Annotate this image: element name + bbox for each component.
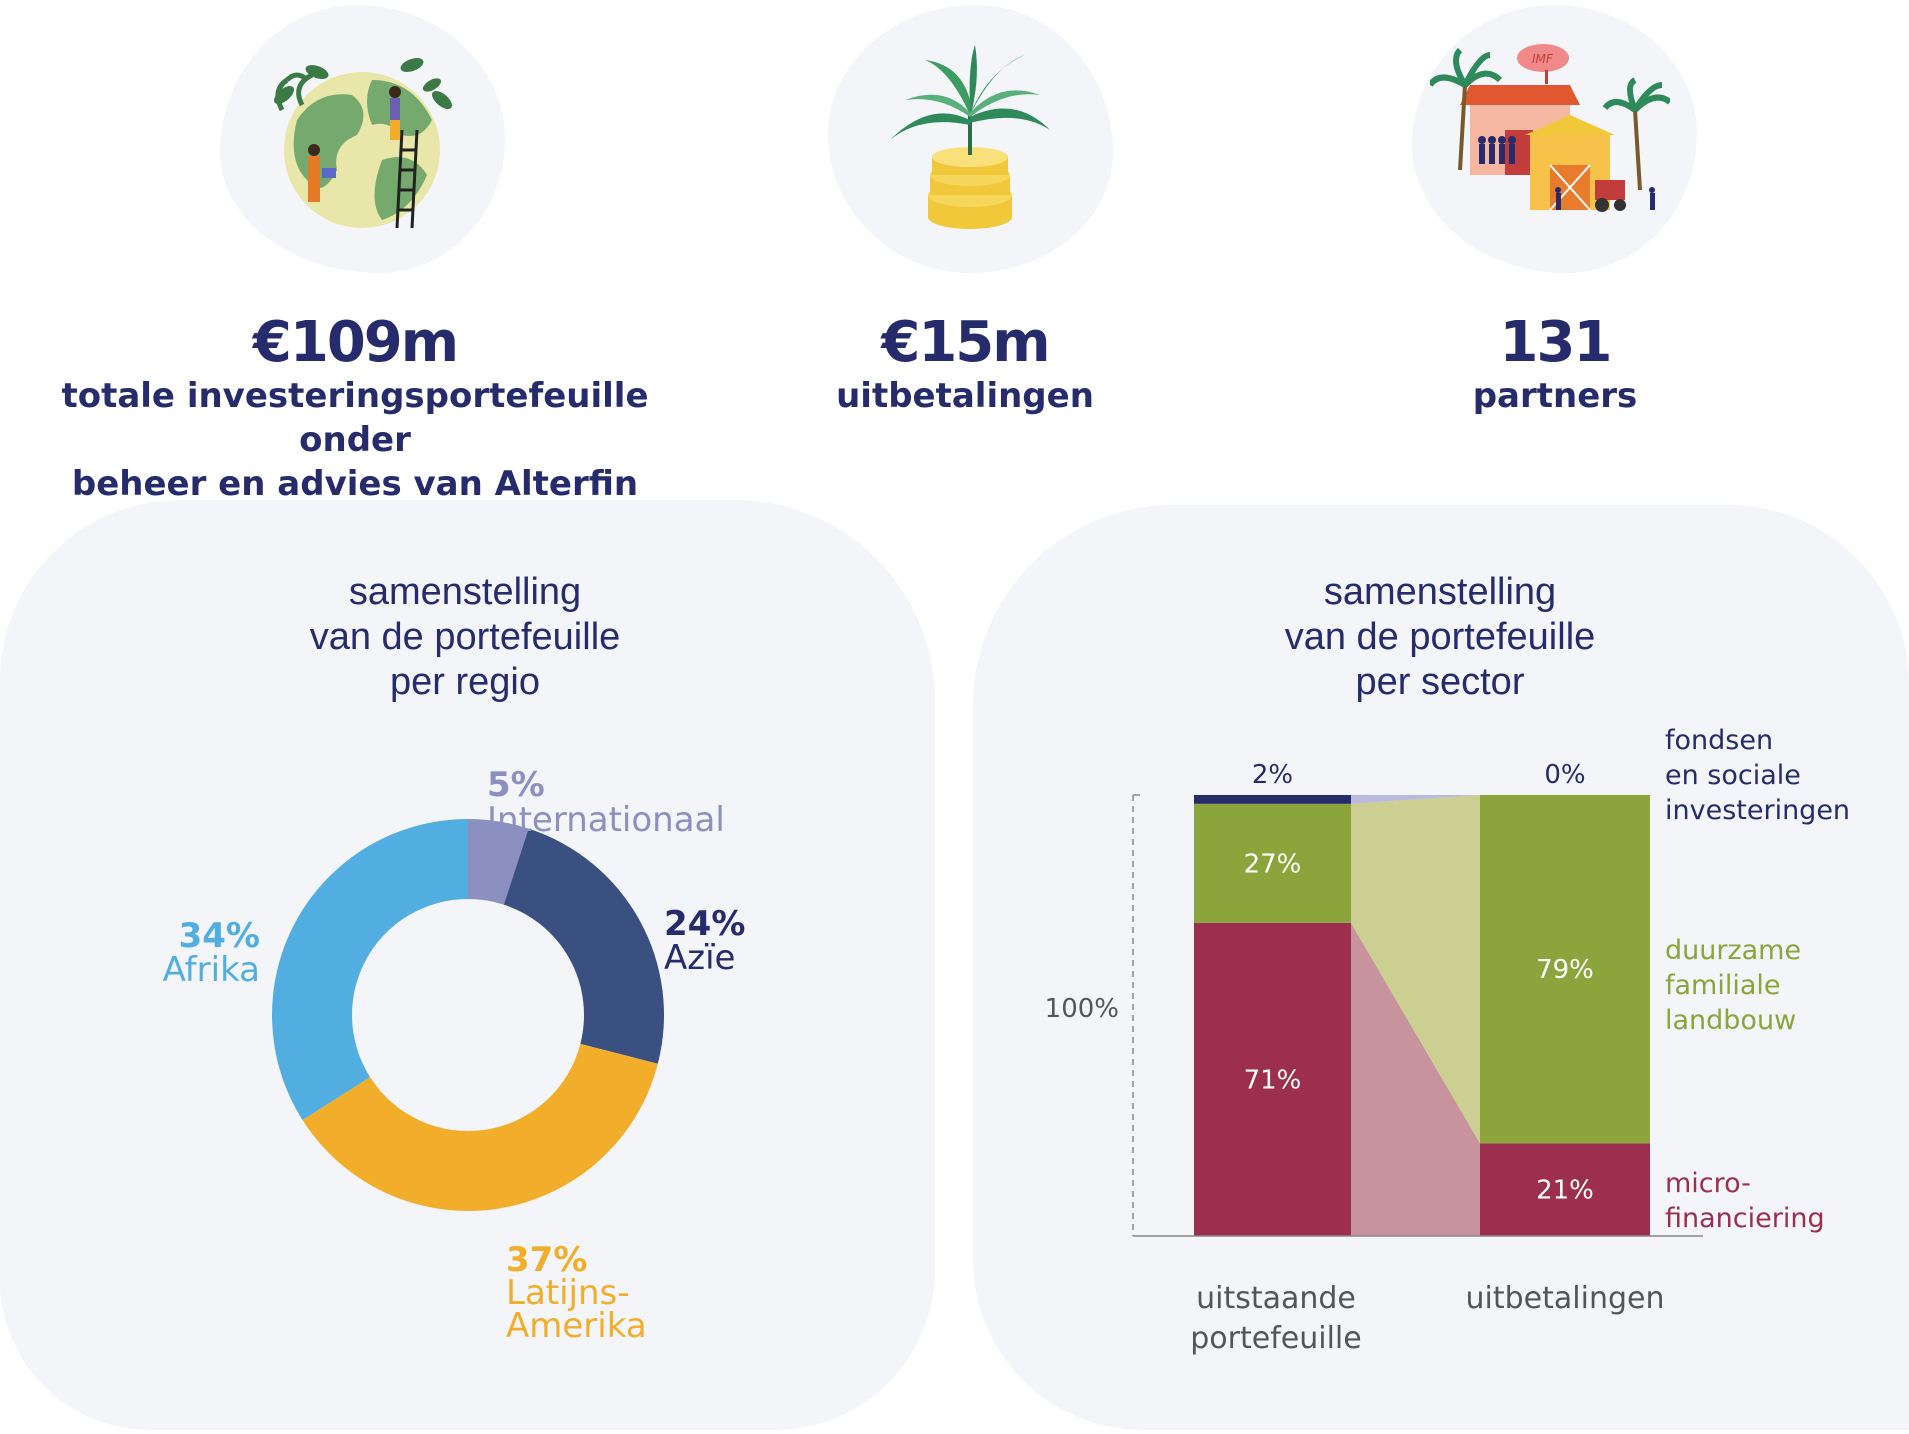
category-label-uitstaande-2: portefeuille [1190,1321,1361,1356]
stat-portfolio-label-line-2: beheer en advies van Alterfin [71,464,639,504]
legend-fondsen-line-3: investeringen [1665,795,1850,826]
donut-slice-azie [503,828,664,1064]
donut-slice-internationaal [468,819,529,905]
bar-data-label-fondsen-uitbetalingen: 0% [1544,760,1585,790]
slice-label-afrika-pct: 34% [179,916,260,956]
donut-slice-latijns-amerika [302,1043,658,1211]
stat-disbursements-value: €15m [881,310,1050,375]
donut-slice-afrika [271,819,468,1121]
stat-partners: 131 partners [1370,312,1740,418]
sector-chart-title-line-2: van de portefeuille [1284,616,1596,658]
slice-label-azie-pct: 24% [664,904,745,944]
stat-partners-label: partners [1472,376,1638,416]
bar-data-label-landbouw-uitstaande: 27% [1244,849,1302,879]
partner-buildings-icon: IMF [1430,44,1670,212]
slice-label-latijns-amerika-pct: 37% [506,1240,587,1280]
stat-portfolio-label-line-1: totale investeringsportefeuille onder [61,376,649,460]
sector-chart-title-line-3: per sector [1355,661,1525,703]
stat-disbursements-label: uitbetalingen [836,376,1094,416]
sector-chart-title-line-1: samenstelling [1323,571,1557,613]
bar-segment-fondsen-uitstaande [1194,795,1351,804]
legend-microfinanciering-line-1: micro- [1665,1168,1751,1199]
bar-segment-microfinanciering-uitbetalingen [1480,1143,1650,1236]
region-donut-chart: 5% Internationaal 24% Azïe 37% Latijns- … [163,765,746,1346]
slice-label-afrika-name: Afrika [163,950,260,990]
sector-stacked-bar-chart: 71% 21% 27% 79% 2% 0% 100% uitstaande portefe… [1045,725,1850,1356]
region-chart-title-line-1: samenstelling [348,571,582,613]
slice-label-azie-name: Azïe [664,938,735,978]
connector-band-fondsen [1351,795,1480,804]
stat-portfolio-value: €109m [252,310,459,375]
sector-chart-title: samenstelling van de portefeuille per se… [1175,570,1705,705]
legend-landbouw-line-3: landbouw [1665,1005,1796,1036]
region-chart-title-line-3: per regio [390,661,540,703]
legend-landbouw-line-1: duurzame [1665,935,1801,966]
connector-band-microfinanciering [1351,922,1480,1236]
bar-segment-microfinanciering-uitstaande [1194,922,1351,1236]
category-label-uitstaande-1: uitstaande [1196,1281,1356,1316]
imf-sign-text: IMF [1532,52,1554,66]
bar-data-label-microfinanciering-uitbetalingen: 21% [1536,1176,1594,1206]
bar-data-label-microfinanciering-uitstaande: 71% [1244,1065,1302,1095]
connector-band-landbouw [1351,795,1480,1144]
stat-partners-value: 131 [1499,310,1613,375]
legend-landbouw-line-2: familiale [1665,970,1781,1001]
bar-segment-landbouw-uitstaande [1194,803,1351,923]
stat-disbursements: €15m uitbetalingen [780,312,1150,418]
slice-label-latijns-amerika-name-2: Amerika [506,1306,647,1346]
legend-fondsen-line-2: en sociale [1665,760,1801,791]
legend-microfinanciering-line-2: financiering [1665,1203,1825,1234]
slice-label-internationaal-name: Internationaal [487,800,725,840]
bar-data-label-fondsen-uitstaande: 2% [1252,760,1293,790]
bar-segment-landbouw-uitbetalingen [1480,795,1650,1144]
stat-portfolio: €109m totale investeringsportefeuille on… [0,312,710,506]
bar-data-label-landbouw-uitbetalingen: 79% [1536,955,1594,985]
legend-fondsen-line-1: fondsen [1665,725,1773,756]
slice-label-internationaal-pct: 5% [487,765,545,805]
plant-on-coins-icon [890,45,1050,229]
region-chart-title-line-2: van de portefeuille [309,616,621,658]
region-chart-title: samenstelling van de portefeuille per re… [200,570,730,705]
y-axis-label: 100% [1045,994,1119,1024]
category-label-uitbetalingen: uitbetalingen [1466,1281,1665,1316]
globe-planting-icon [274,58,452,229]
region-chart-panel [0,500,935,1430]
slice-label-latijns-amerika-name-1: Latijns- [506,1273,630,1313]
